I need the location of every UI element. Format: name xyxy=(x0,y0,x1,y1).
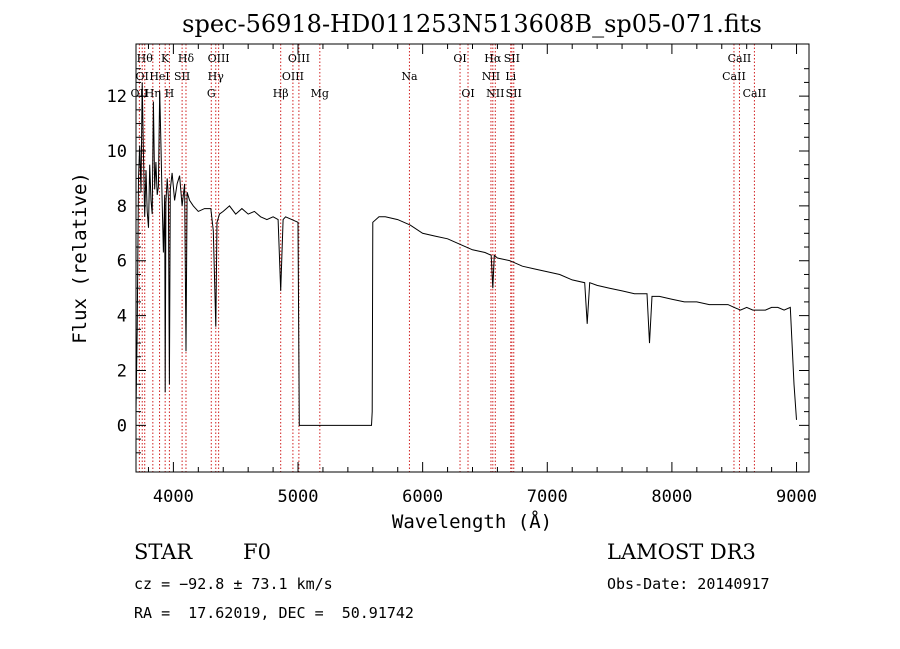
line-label-mg: Mg xyxy=(311,87,329,100)
y-tick-label: 6 xyxy=(117,252,127,272)
line-label-na: Na xyxy=(401,70,418,83)
line-label-oi: OI xyxy=(453,52,466,65)
line-label-hei: HeI xyxy=(149,70,169,83)
y-tick-label: 10 xyxy=(107,142,127,162)
spectral-line-markers xyxy=(138,44,755,472)
x-tick-label: 4000 xyxy=(153,487,194,507)
spectral-line-labels: OII OI Hθ Hη HeI K H SII Hδ G Hγ OIII Hβ OIII OIII Mg Na… xyxy=(131,52,767,100)
line-label-caii: CaII xyxy=(728,52,752,65)
y-tick-label: 0 xyxy=(117,416,127,436)
coordinates: RA = 17.62019, DEC = 50.91742 xyxy=(134,604,414,622)
line-label-oi: OI xyxy=(461,87,474,100)
redshift-velocity: cz = −92.8 ± 73.1 km/s xyxy=(134,575,333,593)
line-label-oii: OII xyxy=(131,87,149,100)
line-label-nii: NII xyxy=(482,70,500,83)
line-label-hγ: Hγ xyxy=(208,70,225,83)
line-label-oi: OI xyxy=(136,70,149,83)
line-label-nii: NII xyxy=(486,87,504,100)
line-label-g: G xyxy=(207,87,216,100)
y-axis: 0 2 4 6 8 10 12 xyxy=(107,68,809,454)
line-label-hθ: Hθ xyxy=(137,52,154,65)
line-label-caii: CaII xyxy=(743,87,767,100)
line-label-hη: Hη xyxy=(145,87,161,100)
line-label-sii: SII xyxy=(504,52,520,65)
plot-frame xyxy=(135,43,810,473)
x-axis: 4000 5000 6000 7000 8000 9000 xyxy=(147,44,817,507)
line-label-hβ: Hβ xyxy=(273,87,289,100)
y-tick-label: 8 xyxy=(117,197,127,217)
line-label-li: Li xyxy=(505,70,516,83)
x-axis-label: Wavelength (Å) xyxy=(392,510,552,533)
line-label-sii: SII xyxy=(506,87,522,100)
line-label-oiii: OIII xyxy=(282,70,304,83)
flux-series-line xyxy=(135,82,797,426)
line-label-sii: SII xyxy=(174,70,190,83)
x-tick-label: 6000 xyxy=(402,487,443,507)
x-tick-label: 9000 xyxy=(776,487,817,507)
line-label-h: H xyxy=(165,87,175,100)
x-tick-label: 5000 xyxy=(278,487,319,507)
x-tick-label: 8000 xyxy=(651,487,692,507)
line-label-hδ: Hδ xyxy=(178,52,195,65)
survey-name: LAMOST DR3 xyxy=(607,540,756,564)
line-label-hα: Hα xyxy=(484,52,502,65)
x-tick-label: 7000 xyxy=(527,487,568,507)
y-tick-label: 2 xyxy=(117,361,127,381)
line-label-oiii: OIII xyxy=(288,52,310,65)
chart-title: spec-56918-HD011253N513608B_sp05-071.fit… xyxy=(182,10,762,38)
object-subclass: F0 xyxy=(243,540,271,564)
line-label-caii: CaII xyxy=(722,70,746,83)
line-label-oiii: OIII xyxy=(208,52,230,65)
y-tick-label: 4 xyxy=(117,307,127,327)
object-class: STAR xyxy=(134,540,193,564)
y-axis-label: Flux (relative) xyxy=(69,172,91,344)
observation-date: Obs-Date: 20140917 xyxy=(607,575,770,593)
line-label-k: K xyxy=(161,52,170,65)
y-tick-label: 12 xyxy=(107,87,127,107)
